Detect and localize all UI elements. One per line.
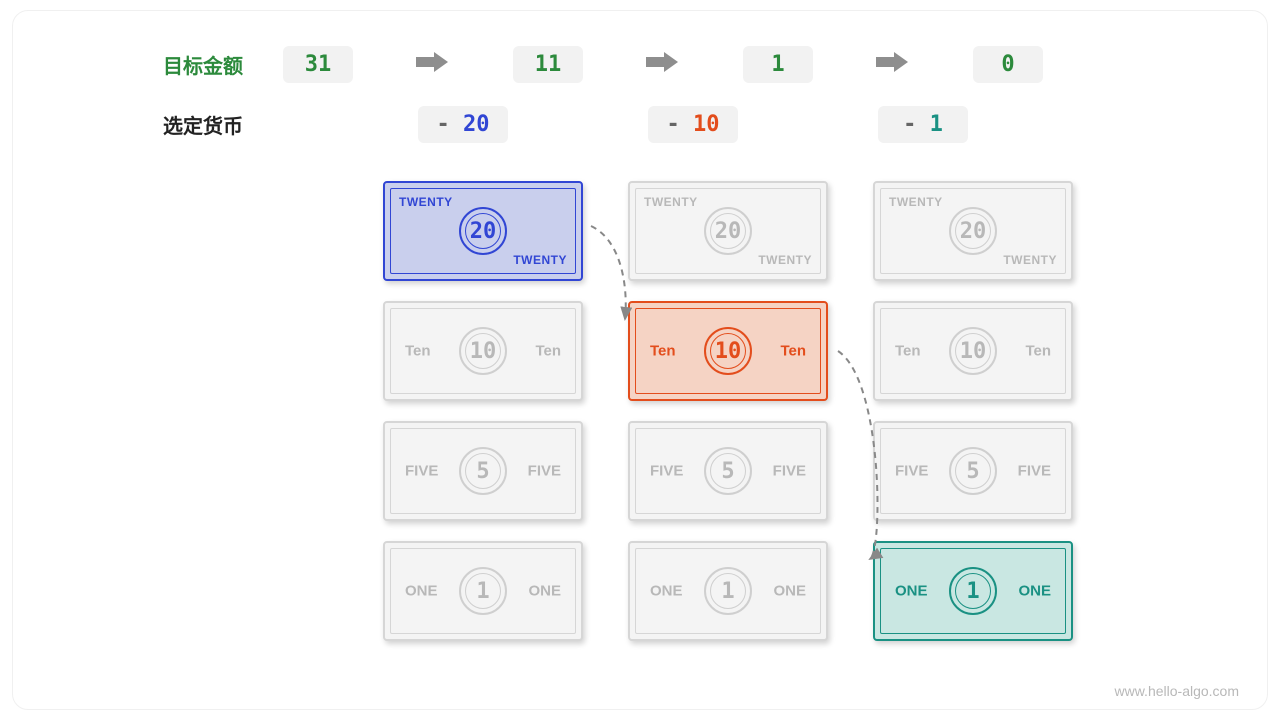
bill-20-col1: TWENTYTWENTY20 — [628, 181, 828, 281]
bill-10-col1: TenTen10 — [628, 301, 828, 401]
diagram-canvas: 目标金额 31 11 1 0 选定货币 - 20 - 10 - 1 TWENTY… — [12, 10, 1268, 710]
arrow-icon — [416, 52, 450, 72]
target-row: 目标金额 31 11 1 0 — [163, 46, 1043, 83]
arrow-icon — [646, 52, 680, 72]
bill-5-col1: FIVEFIVE5 — [628, 421, 828, 521]
amount-box-1: 11 — [513, 46, 583, 83]
amount-box-2: 1 — [743, 46, 813, 83]
selection-box-2: - 1 — [878, 106, 968, 143]
amount-box-0: 31 — [283, 46, 353, 83]
bill-5-col0: FIVEFIVE5 — [383, 421, 583, 521]
selection-row: 选定货币 - 20 - 10 - 1 — [163, 106, 968, 143]
bill-1-col2: ONEONE1 — [873, 541, 1073, 641]
bill-1-col1: ONEONE1 — [628, 541, 828, 641]
amount-box-3: 0 — [973, 46, 1043, 83]
selection-label: 选定货币 — [163, 110, 243, 139]
bill-10-col0: TenTen10 — [383, 301, 583, 401]
footer-link: www.hello-algo.com — [1115, 683, 1240, 699]
bill-5-col2: FIVEFIVE5 — [873, 421, 1073, 521]
bill-10-col2: TenTen10 — [873, 301, 1073, 401]
bill-20-col0: TWENTYTWENTY20 — [383, 181, 583, 281]
bill-1-col0: ONEONE1 — [383, 541, 583, 641]
selection-box-1: - 10 — [648, 106, 738, 143]
selection-box-0: - 20 — [418, 106, 508, 143]
arrow-icon — [876, 52, 910, 72]
bill-20-col2: TWENTYTWENTY20 — [873, 181, 1073, 281]
target-label: 目标金额 — [163, 50, 243, 79]
